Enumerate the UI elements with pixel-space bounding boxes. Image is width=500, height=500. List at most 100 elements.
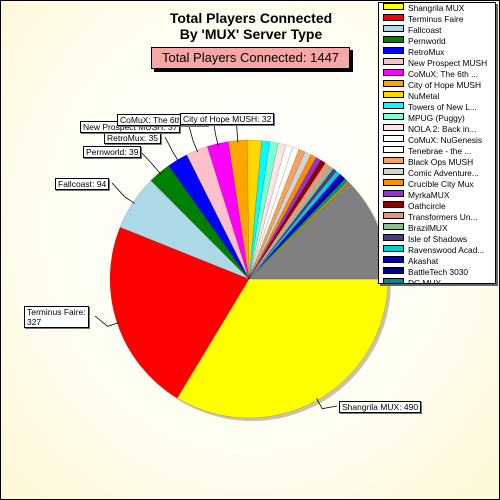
legend-swatch bbox=[383, 58, 404, 65]
legend-swatch bbox=[383, 278, 404, 283]
legend-label: DC MUX bbox=[408, 278, 442, 284]
legend-label: City of Hope MUSH bbox=[408, 80, 482, 90]
legend-swatch bbox=[383, 3, 404, 10]
legend-label: Tenebrae - the ... bbox=[408, 146, 472, 156]
legend-item-new-prospect-mush: New Prospect MUSH bbox=[379, 58, 495, 69]
legend-swatch bbox=[383, 14, 404, 21]
legend-swatch bbox=[383, 113, 404, 120]
legend-swatch bbox=[383, 223, 404, 230]
callout-shangrila-mux: Shangrila MUX: 490 bbox=[339, 401, 422, 413]
legend-label: RetroMux bbox=[408, 47, 445, 57]
pie-slice-comux-nugenesis bbox=[248, 144, 294, 280]
legend-swatch bbox=[383, 146, 404, 153]
callout-line-new-prospect-mush bbox=[188, 125, 198, 153]
legend-item-akashat: Akashat bbox=[379, 256, 495, 267]
legend-swatch bbox=[383, 124, 404, 131]
callout-line-terminus-faire bbox=[94, 315, 120, 327]
legend-item-towers-of-new-l: Towers of New L... bbox=[379, 102, 495, 113]
legend-item-myrkamux: MyrkaMUX bbox=[379, 190, 495, 201]
legend-swatch bbox=[383, 256, 404, 263]
legend-item-oathcircle: Oathcircle bbox=[379, 201, 495, 212]
legend-swatch bbox=[383, 179, 404, 186]
legend-label: New Prospect MUSH bbox=[408, 58, 488, 68]
legend-label: Transformers Un... bbox=[408, 212, 478, 222]
pie-slice-oathcircle bbox=[248, 159, 326, 280]
callout-terminus-faire: Terminus Faire: 327 bbox=[24, 306, 89, 328]
pie-slice-mpug-puggy bbox=[248, 141, 279, 280]
legend-swatch bbox=[383, 245, 404, 252]
legend-swatch bbox=[383, 190, 404, 197]
legend-item-nola-2-back-in: NOLA 2: Back in... bbox=[379, 124, 495, 135]
pie-slice-brazilmux bbox=[249, 165, 334, 279]
legend-label: MyrkaMUX bbox=[408, 190, 450, 200]
pie-slices bbox=[109, 139, 389, 419]
legend-swatch bbox=[383, 36, 404, 43]
legend-label: Towers of New L... bbox=[408, 102, 477, 112]
legend-item-pernworld: Pernworld bbox=[379, 36, 495, 47]
legend-swatch bbox=[383, 80, 404, 87]
chart-title-line-2: By 'MUX' Server Type bbox=[179, 26, 323, 42]
legend-item-city-of-hope-mush: City of Hope MUSH bbox=[379, 80, 495, 91]
legend-swatch bbox=[383, 157, 404, 164]
legend-label: CoMuX: NuGenesis bbox=[408, 135, 483, 145]
total-players-subtitle: Total Players Connected: 1447 bbox=[151, 47, 350, 69]
legend-label: Akashat bbox=[408, 256, 439, 266]
legend-item-isle-of-shadows: Isle of Shadows bbox=[379, 234, 495, 245]
legend-item-battletech-3030: BattleTech 3030 bbox=[379, 267, 495, 278]
legend-item-shangrila-mux: Shangrila MUX bbox=[379, 3, 495, 14]
callout-line-shangrila-mux bbox=[316, 398, 338, 410]
pie-slice-numetal bbox=[247, 139, 262, 280]
legend-label: Comic Adventure... bbox=[408, 168, 479, 178]
pie-slice-black-ops-mush bbox=[248, 148, 306, 280]
callout-line-fallcoast bbox=[111, 182, 135, 204]
legend-swatch bbox=[383, 91, 404, 98]
legend-label: Pernworld bbox=[408, 36, 446, 46]
legend-label: BattleTech 3030 bbox=[408, 267, 469, 277]
callout-retromux: RetroMux: 35 bbox=[104, 132, 162, 144]
callout-line-pernworld bbox=[139, 150, 162, 175]
legend-swatch bbox=[383, 47, 404, 54]
legend-item-brazilmux: BrazilMUX bbox=[379, 223, 495, 234]
legend-swatch bbox=[383, 102, 404, 109]
callout-pernworld: Pernworld: 39 bbox=[83, 146, 142, 158]
pie-slice-ravenswood-acad bbox=[249, 171, 340, 279]
legend-label: NuMetal bbox=[408, 91, 440, 101]
legend-swatch bbox=[383, 135, 404, 142]
legend-swatch bbox=[383, 234, 404, 241]
legend-item-tenebrae-the: Tenebrae - the ... bbox=[379, 146, 495, 157]
pie-slice-comic-adventure bbox=[248, 151, 312, 280]
legend-label: Ravenswood Acad... bbox=[408, 245, 485, 255]
legend-label: BrazilMUX bbox=[408, 223, 448, 233]
legend-item-numetal: NuMetal bbox=[379, 91, 495, 102]
legend-label: Fallcoast bbox=[408, 25, 442, 35]
legend-swatch bbox=[383, 168, 404, 175]
chart-title-line-1: Total Players Connected bbox=[169, 10, 333, 26]
callout-fallcoast: Fallcoast: 94 bbox=[55, 178, 110, 190]
legend-label: Oathcircle bbox=[408, 201, 446, 211]
pie-slice-crucible-city-mux bbox=[248, 154, 317, 280]
callout-line-retromux bbox=[164, 136, 179, 162]
pie-slice-winter-s-edge bbox=[249, 181, 350, 279]
legend-label: Crucible City Mux bbox=[408, 179, 474, 189]
pie-slice-towers-of-new-l bbox=[248, 140, 271, 280]
legend-item-mpug-puggy: MPUG (Puggy) bbox=[379, 113, 495, 124]
callout-city-of-hope-mush: City of Hope MUSH: 32 bbox=[180, 113, 275, 125]
legend-item-comux-nugenesis: CoMuX: NuGenesis bbox=[379, 135, 495, 146]
pie-slice-isle-of-shadows bbox=[249, 168, 337, 279]
legend-item-terminus-faire: Terminus Faire bbox=[379, 14, 495, 25]
legend-swatch bbox=[383, 25, 404, 32]
legend-swatch bbox=[383, 69, 404, 76]
legend-label: Terminus Faire bbox=[408, 14, 464, 24]
legend-item-fallcoast: Fallcoast bbox=[379, 25, 495, 36]
legend-item-black-ops-mush: Black Ops MUSH bbox=[379, 157, 495, 168]
pie-slice-battletech-3030 bbox=[249, 176, 346, 279]
legend: Shangrila MUX Terminus Faire Fallcoast Pern… bbox=[378, 2, 496, 284]
pie-slice-myrkamux bbox=[248, 157, 322, 280]
legend-label: Black Ops MUSH bbox=[408, 157, 474, 167]
legend-item-ravenswood-acad: Ravenswood Acad... bbox=[379, 245, 495, 256]
legend-swatch bbox=[383, 267, 404, 274]
legend-label: NOLA 2: Back in... bbox=[408, 124, 477, 134]
pie-slice-dc-mux bbox=[249, 178, 348, 279]
legend-item-retromux: RetroMux bbox=[379, 47, 495, 58]
